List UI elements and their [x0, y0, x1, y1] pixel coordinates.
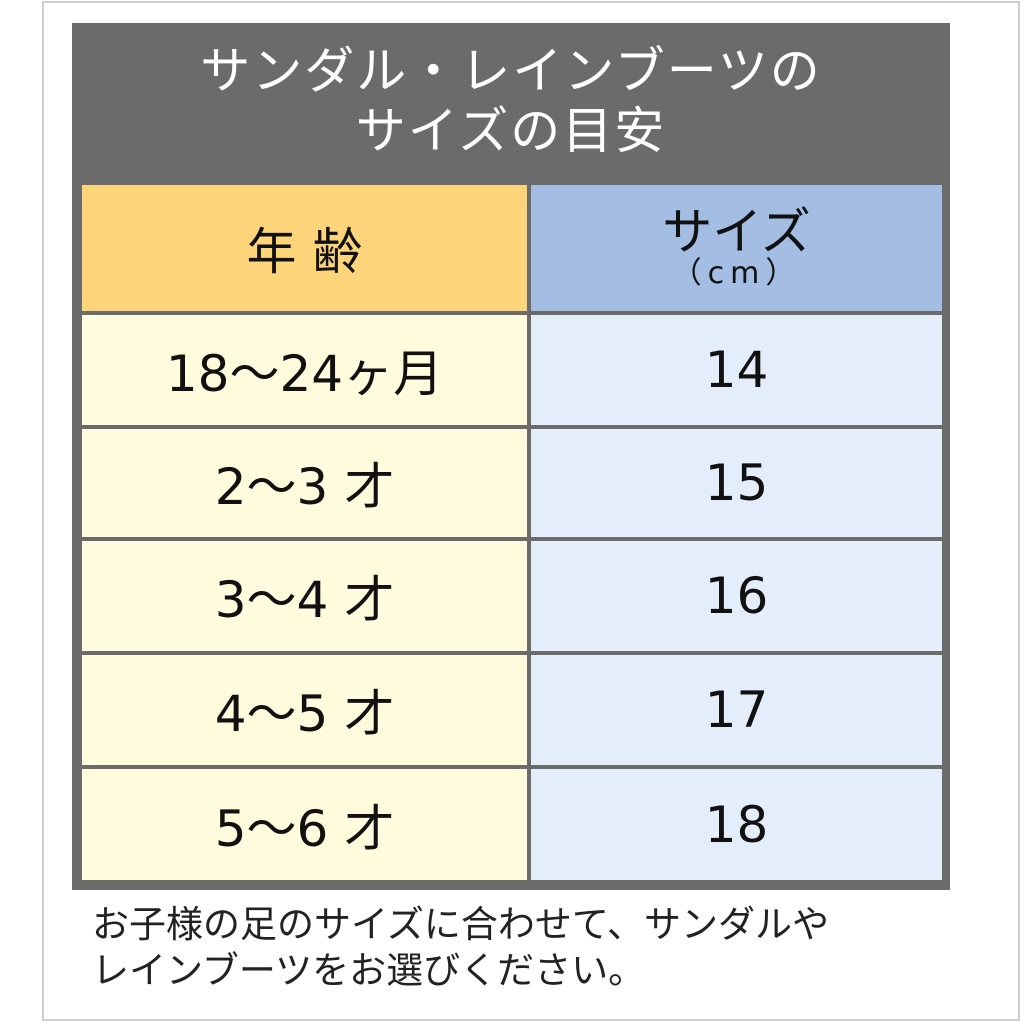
size-chart: サンダル・レインブーツの サイズの目安 年 齢 サイズ （cm） 18〜24ヶ月…	[72, 23, 950, 890]
size-column-header: サイズ （cm）	[531, 185, 942, 311]
title-line-1: サンダル・レインブーツの	[200, 42, 822, 100]
age-cell: 4〜5 才	[82, 655, 527, 765]
age-cell: 5〜6 才	[82, 769, 527, 880]
size-cell: 14	[531, 315, 942, 425]
size-cell: 15	[531, 429, 942, 537]
age-cell: 18〜24ヶ月	[82, 315, 527, 425]
title-line-2: サイズの目安	[355, 102, 667, 160]
footnote-line-1: お子様の足のサイズに合わせて、サンダルや	[92, 903, 830, 946]
size-header-label: サイズ	[662, 203, 811, 261]
age-column-header: 年 齢	[82, 185, 527, 311]
age-cell: 3〜4 才	[82, 541, 527, 651]
footnote: お子様の足のサイズに合わせて、サンダルや レインブーツをお選びください。	[92, 902, 992, 994]
footnote-line-2: レインブーツをお選びください。	[92, 949, 646, 992]
age-cell: 2〜3 才	[82, 429, 527, 537]
size-cell: 18	[531, 769, 942, 880]
chart-title: サンダル・レインブーツの サイズの目安	[72, 41, 950, 161]
size-cell: 17	[531, 655, 942, 765]
size-cell: 16	[531, 541, 942, 651]
size-header-unit: （cm）	[671, 256, 802, 291]
